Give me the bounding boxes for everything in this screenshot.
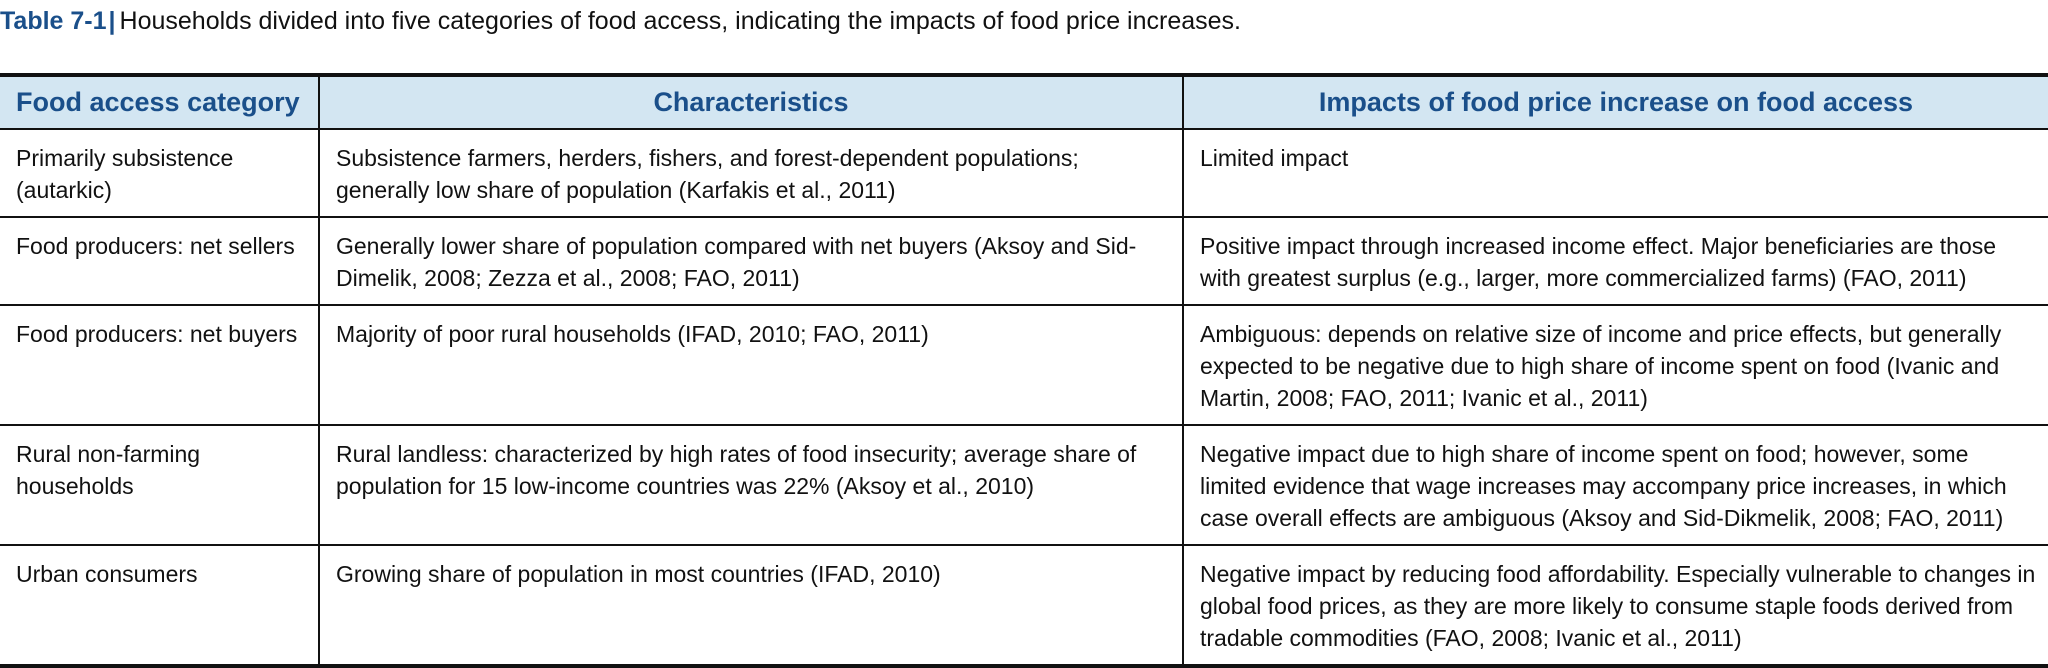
header-characteristics: Characteristics [318,73,1184,130]
caption-text: Households divided into five categories … [119,7,1241,35]
header-impacts: Impacts of food price increase on food a… [1182,73,2048,130]
cell-category: Food producers: net sellers [0,216,320,306]
cell-impacts: Limited impact [1182,128,2048,218]
cell-impacts: Ambiguous: depends on relative size of i… [1182,304,2048,426]
cell-characteristics: Rural landless: characterized by high ra… [318,424,1184,546]
caption-separator: | [108,7,116,35]
table-caption: Table 7-1| Households divided into five c… [0,5,1241,37]
cell-impacts: Positive impact through increased income… [1182,216,2048,306]
header-food-access-category: Food access category [0,73,320,130]
table-row: Rural non-farming households Rural landl… [0,424,2048,546]
cell-category: Primarily subsistence (autarkic) [0,128,320,218]
cell-category: Urban consumers [0,544,320,668]
table-row: Primarily subsistence (autarkic) Subsist… [0,128,2048,218]
cell-characteristics: Subsistence farmers, herders, fishers, a… [318,128,1184,218]
food-access-table: Food access category Characteristics Imp… [0,73,2048,668]
table-row: Food producers: net buyers Majority of p… [0,304,2048,426]
cell-impacts: Negative impact due to high share of inc… [1182,424,2048,546]
cell-characteristics: Majority of poor rural households (IFAD,… [318,304,1184,426]
table-header-row: Food access category Characteristics Imp… [0,73,2048,130]
caption-label: Table 7-1 [0,7,107,35]
cell-characteristics: Growing share of population in most coun… [318,544,1184,668]
cell-category: Food producers: net buyers [0,304,320,426]
cell-category: Rural non-farming households [0,424,320,546]
cell-characteristics: Generally lower share of population comp… [318,216,1184,306]
table-row: Urban consumers Growing share of populat… [0,544,2048,668]
cell-impacts: Negative impact by reducing food afforda… [1182,544,2048,668]
table-row: Food producers: net sellers Generally lo… [0,216,2048,306]
